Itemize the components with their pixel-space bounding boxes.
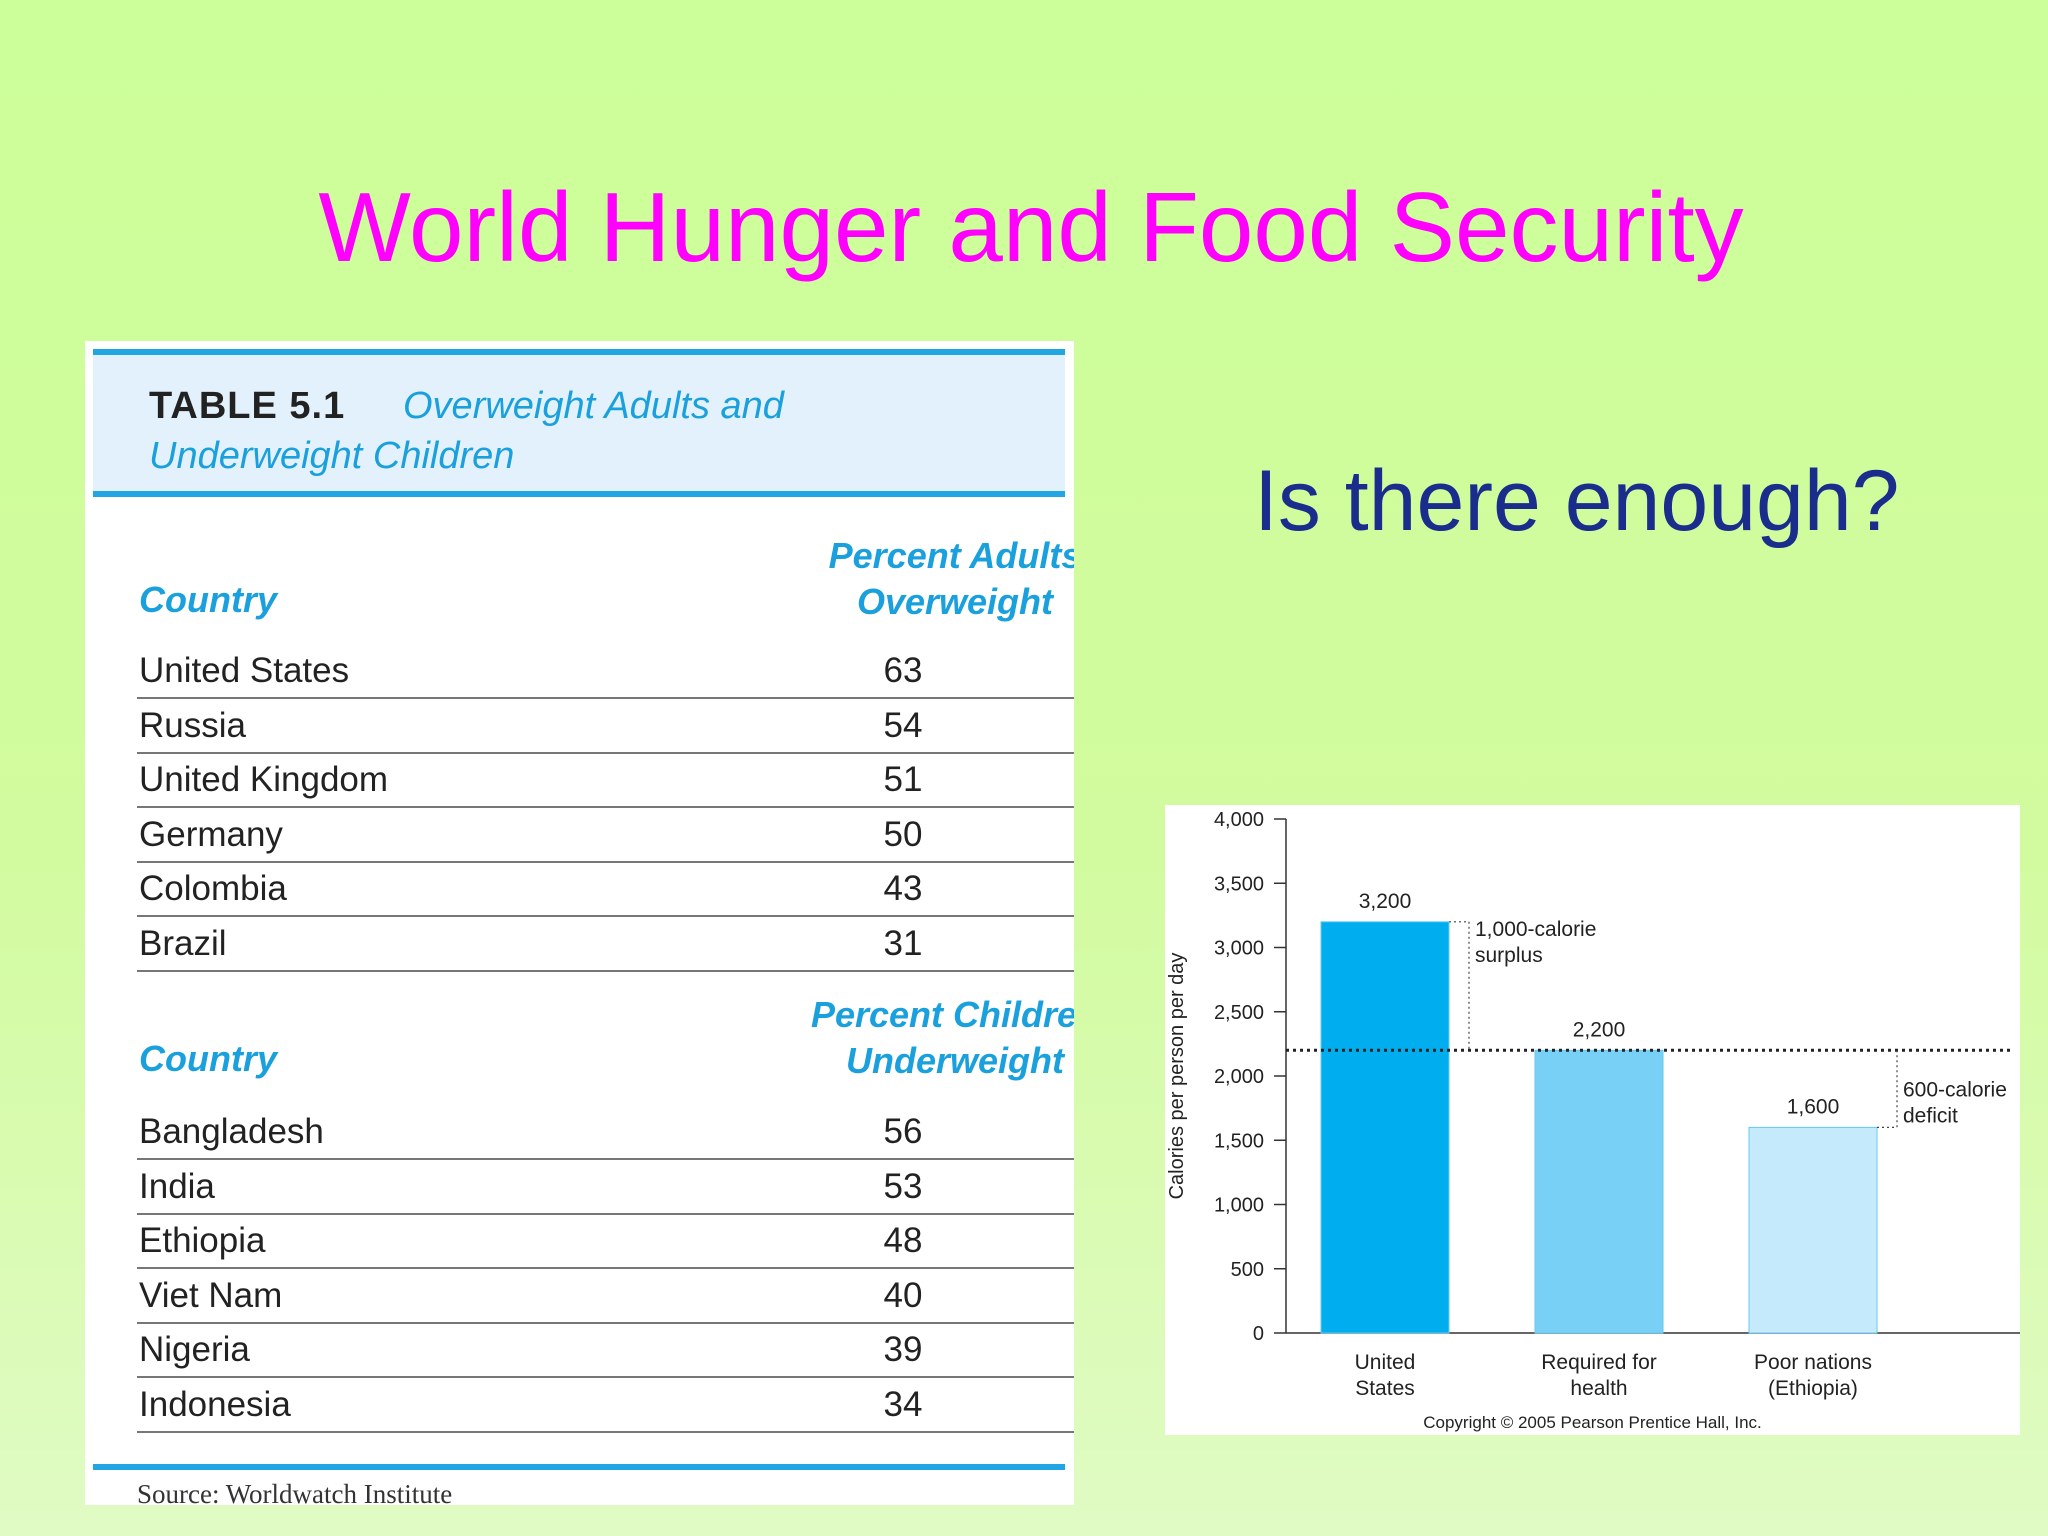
value-cell: 31	[883, 923, 923, 963]
table-row: Nigeria 39	[137, 1324, 1074, 1378]
table-panel: TABLE 5.1 Overweight Adults and Underwei…	[85, 341, 1074, 1505]
x-category-label: Required for	[1541, 1351, 1657, 1374]
chart-panel: 0 500 1,000 1,500 2,000 2,500 3,000 3,500 4,000 C…	[1165, 805, 2020, 1435]
section2-value-header-line2: Underweight	[845, 1040, 1064, 1081]
bar	[1534, 1049, 1664, 1334]
bar	[1748, 1126, 1878, 1334]
country-cell: Brazil	[139, 923, 227, 963]
table-caption-line1: Overweight Adults and	[403, 385, 784, 427]
table-row: Indonesia 34	[137, 1379, 1074, 1433]
y-axis-label: Calories per person per day	[1166, 953, 1188, 1200]
table-row: Russia 54	[137, 700, 1074, 754]
slide-title: World Hunger and Food Security	[318, 172, 1744, 282]
y-tick-label: 2,500	[1214, 1002, 1264, 1024]
table-row: Ethiopia 48	[137, 1215, 1074, 1269]
value-cell: 43	[883, 869, 923, 908]
surplus-annotation: 1,000-calorie	[1475, 918, 1596, 941]
country-cell: India	[139, 1166, 215, 1206]
section1-country-header: Country	[139, 579, 277, 620]
value-cell: 50	[883, 814, 923, 854]
value-cell: 48	[883, 1221, 923, 1260]
table-row: India 53	[137, 1161, 1074, 1215]
bar-value-label: 1,600	[1787, 1095, 1840, 1118]
y-tick-label: 3,000	[1214, 938, 1264, 960]
x-category-label: United	[1355, 1351, 1416, 1374]
y-tick-label: 0	[1253, 1323, 1264, 1345]
x-category-label: (Ethiopia)	[1768, 1377, 1858, 1400]
country-cell: Bangladesh	[139, 1112, 324, 1151]
value-cell: 51	[883, 760, 923, 799]
section2-value-header: Percent Children Underweight	[785, 992, 1074, 1084]
country-cell: Indonesia	[139, 1384, 291, 1424]
y-tick-label: 1,500	[1214, 1130, 1264, 1152]
y-tick-label: 2,000	[1214, 1066, 1264, 1088]
table-row: Bangladesh 56	[137, 1106, 1074, 1160]
y-tick-label: 500	[1231, 1259, 1264, 1281]
table-row: Viet Nam 40	[137, 1270, 1074, 1324]
value-cell: 39	[883, 1330, 923, 1369]
table-row: United Kingdom 51	[137, 754, 1074, 808]
bar	[1320, 921, 1450, 1334]
country-cell: Colombia	[139, 869, 287, 908]
table-row: Germany 50	[137, 809, 1074, 863]
table-row: Colombia 43	[137, 863, 1074, 917]
x-category-label: Poor nations	[1754, 1351, 1872, 1374]
value-cell: 53	[883, 1166, 923, 1206]
y-tick-label: 4,000	[1214, 809, 1264, 831]
country-cell: Russia	[139, 705, 246, 745]
section1-value-header: Percent Adults Overweight	[785, 533, 1074, 625]
table-caption-line2: Underweight Children	[149, 435, 515, 477]
value-cell: 40	[883, 1275, 923, 1315]
calorie-bar-chart: 0 500 1,000 1,500 2,000 2,500 3,000 3,500 4,000 C…	[1166, 809, 2020, 1400]
table-caption-band: TABLE 5.1 Overweight Adults and Underwei…	[93, 349, 1065, 497]
value-cell: 34	[883, 1384, 923, 1424]
country-cell: Nigeria	[139, 1330, 250, 1369]
table-footer-rule	[93, 1464, 1065, 1470]
section2-country-header: Country	[139, 1038, 277, 1079]
value-cell: 54	[883, 705, 923, 745]
y-tick-label: 3,500	[1214, 873, 1264, 895]
surplus-annotation: surplus	[1475, 944, 1543, 967]
table-number: TABLE 5.1	[149, 385, 346, 427]
table-source: Source: Worldwatch Institute	[137, 1479, 453, 1505]
chart-copyright: Copyright © 2005 Pearson Prentice Hall, …	[1423, 1413, 1762, 1432]
y-tick-label: 1,000	[1214, 1195, 1264, 1217]
country-cell: Viet Nam	[139, 1275, 283, 1315]
x-category-label: health	[1570, 1377, 1627, 1400]
value-cell: 63	[883, 651, 923, 690]
section2-value-header-line1: Percent Children	[810, 994, 1074, 1035]
country-cell: United States	[139, 651, 350, 690]
value-cell: 56	[883, 1112, 923, 1151]
section1-value-header-line1: Percent Adults	[828, 535, 1074, 576]
country-cell: Ethiopia	[139, 1221, 266, 1260]
bar-value-label: 3,200	[1359, 890, 1412, 913]
deficit-annotation: 600-calorie	[1903, 1078, 2007, 1101]
deficit-annotation: deficit	[1903, 1104, 1958, 1127]
slide-subtitle: Is there enough?	[1254, 453, 1900, 549]
bar-value-label: 2,200	[1573, 1018, 1626, 1041]
section1-value-header-line2: Overweight	[856, 581, 1054, 622]
country-cell: United Kingdom	[139, 760, 389, 799]
table-row: Brazil 31	[137, 918, 1074, 972]
table-row: United States 63	[137, 645, 1074, 699]
country-cell: Germany	[139, 814, 283, 854]
x-category-label: States	[1355, 1377, 1415, 1400]
